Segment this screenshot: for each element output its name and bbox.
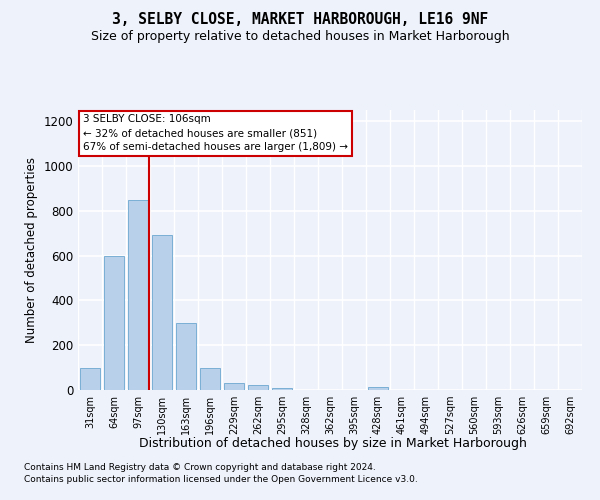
Text: 3, SELBY CLOSE, MARKET HARBOROUGH, LE16 9NF: 3, SELBY CLOSE, MARKET HARBOROUGH, LE16 … bbox=[112, 12, 488, 28]
Text: Distribution of detached houses by size in Market Harborough: Distribution of detached houses by size … bbox=[139, 438, 527, 450]
Bar bbox=[272, 388, 292, 390]
Text: 3 SELBY CLOSE: 106sqm
← 32% of detached houses are smaller (851)
67% of semi-det: 3 SELBY CLOSE: 106sqm ← 32% of detached … bbox=[83, 114, 348, 152]
Bar bbox=[128, 200, 148, 390]
Bar bbox=[104, 256, 124, 390]
Text: Contains HM Land Registry data © Crown copyright and database right 2024.: Contains HM Land Registry data © Crown c… bbox=[24, 462, 376, 471]
Bar bbox=[152, 236, 172, 390]
Bar bbox=[176, 323, 196, 390]
Bar bbox=[200, 368, 220, 390]
Bar bbox=[224, 384, 244, 390]
Text: Contains public sector information licensed under the Open Government Licence v3: Contains public sector information licen… bbox=[24, 475, 418, 484]
Y-axis label: Number of detached properties: Number of detached properties bbox=[25, 157, 38, 343]
Bar bbox=[368, 388, 388, 390]
Text: Size of property relative to detached houses in Market Harborough: Size of property relative to detached ho… bbox=[91, 30, 509, 43]
Bar bbox=[80, 368, 100, 390]
Bar bbox=[248, 385, 268, 390]
